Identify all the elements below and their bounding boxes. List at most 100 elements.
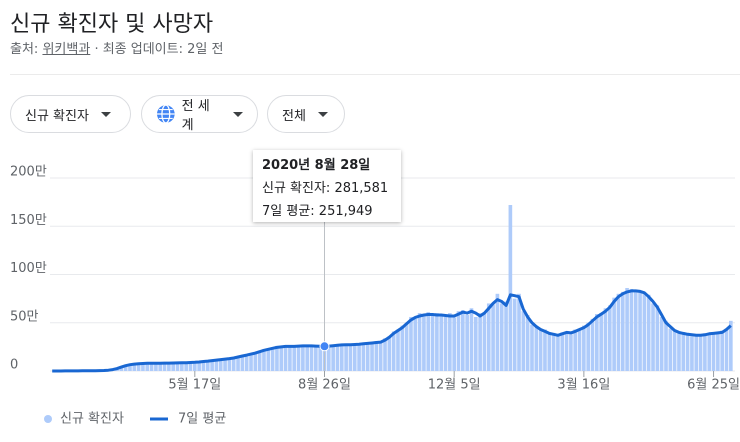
bar (599, 313, 603, 371)
bar (499, 303, 504, 371)
bar (456, 311, 461, 371)
tooltip-row: 신규 확진자: 281,581 (262, 181, 389, 196)
bar (435, 313, 439, 371)
bar (335, 345, 340, 371)
bar (417, 313, 422, 371)
hover-point (319, 341, 330, 352)
filter-button[interactable]: 신규 확진자 (10, 95, 131, 133)
bar (123, 365, 128, 371)
bar (227, 358, 232, 371)
bar (205, 361, 210, 371)
bar (262, 349, 266, 371)
bar (642, 293, 647, 371)
bar (301, 344, 305, 371)
bar (439, 314, 444, 371)
bar (231, 357, 236, 371)
bar (253, 352, 258, 371)
bar (257, 350, 262, 371)
bar (201, 360, 206, 371)
bar (171, 362, 176, 371)
bar (547, 334, 552, 371)
globe-icon (156, 104, 175, 124)
bar (132, 363, 137, 371)
bar (175, 362, 180, 371)
filter-button[interactable]: 전체 (267, 95, 345, 133)
bar (413, 318, 418, 371)
bar (210, 360, 214, 371)
source-link[interactable]: 위키백과 (42, 42, 91, 57)
bar (677, 331, 681, 371)
bar (729, 320, 733, 371)
bar (711, 332, 716, 371)
bar (192, 361, 197, 371)
bar (275, 345, 279, 371)
bar (249, 353, 253, 371)
bar (616, 293, 621, 371)
bar (512, 298, 517, 371)
bar (136, 363, 141, 371)
bar (236, 356, 240, 371)
bar (400, 325, 405, 371)
filter-label: 신규 확진자 (25, 108, 89, 124)
y-tick-label: 50만 (10, 309, 39, 324)
bar (292, 345, 297, 371)
bar (214, 360, 219, 371)
bar (283, 345, 288, 371)
bar (327, 346, 331, 371)
bar (197, 361, 201, 371)
bar (357, 343, 361, 371)
bar (426, 312, 431, 371)
bar (590, 318, 595, 371)
bar (603, 308, 608, 371)
bar (396, 329, 400, 371)
bar (685, 332, 690, 371)
bar (119, 366, 124, 371)
bar (716, 333, 720, 371)
y-tick-label: 200만 (10, 165, 47, 180)
bar (573, 329, 578, 371)
bar (525, 315, 530, 371)
x-tick-label: 3월 16일 (557, 378, 610, 393)
bar (486, 303, 491, 371)
bar (430, 315, 435, 371)
bar (223, 359, 227, 371)
bar (586, 322, 591, 371)
x-tick-label: 5월 17일 (168, 378, 221, 393)
filter-label: 전체 (282, 108, 306, 124)
bar (383, 338, 387, 371)
bar (698, 335, 703, 371)
bar (560, 332, 565, 371)
bar (577, 328, 582, 371)
legend-swatch (44, 415, 52, 423)
bar (378, 342, 383, 371)
bar (482, 312, 487, 371)
source-label: 출처: (10, 42, 39, 57)
title: 신규 확진자 및 사망자 (10, 12, 214, 37)
y-tick-label: 150만 (10, 213, 47, 228)
bar (296, 346, 301, 371)
bar (128, 364, 132, 371)
bar (339, 343, 344, 371)
bar (707, 334, 712, 371)
bar (331, 344, 335, 371)
bar (154, 362, 158, 371)
bar (374, 341, 379, 371)
bar (672, 329, 677, 371)
bar (517, 293, 521, 371)
bar (149, 362, 154, 371)
x-tick-label: 8월 26일 (298, 378, 351, 393)
bar (504, 301, 508, 371)
bar (288, 346, 292, 371)
bar (391, 331, 396, 371)
filter-button[interactable]: 전 세계 (141, 95, 258, 133)
bar (365, 342, 370, 371)
bar (158, 363, 163, 371)
bar (448, 313, 452, 371)
bar (387, 336, 392, 371)
bar (556, 336, 560, 371)
bar (724, 328, 729, 371)
bar (659, 316, 664, 371)
updated: · 최종 업데이트: 2일 전 (94, 42, 224, 57)
bar (361, 344, 366, 371)
